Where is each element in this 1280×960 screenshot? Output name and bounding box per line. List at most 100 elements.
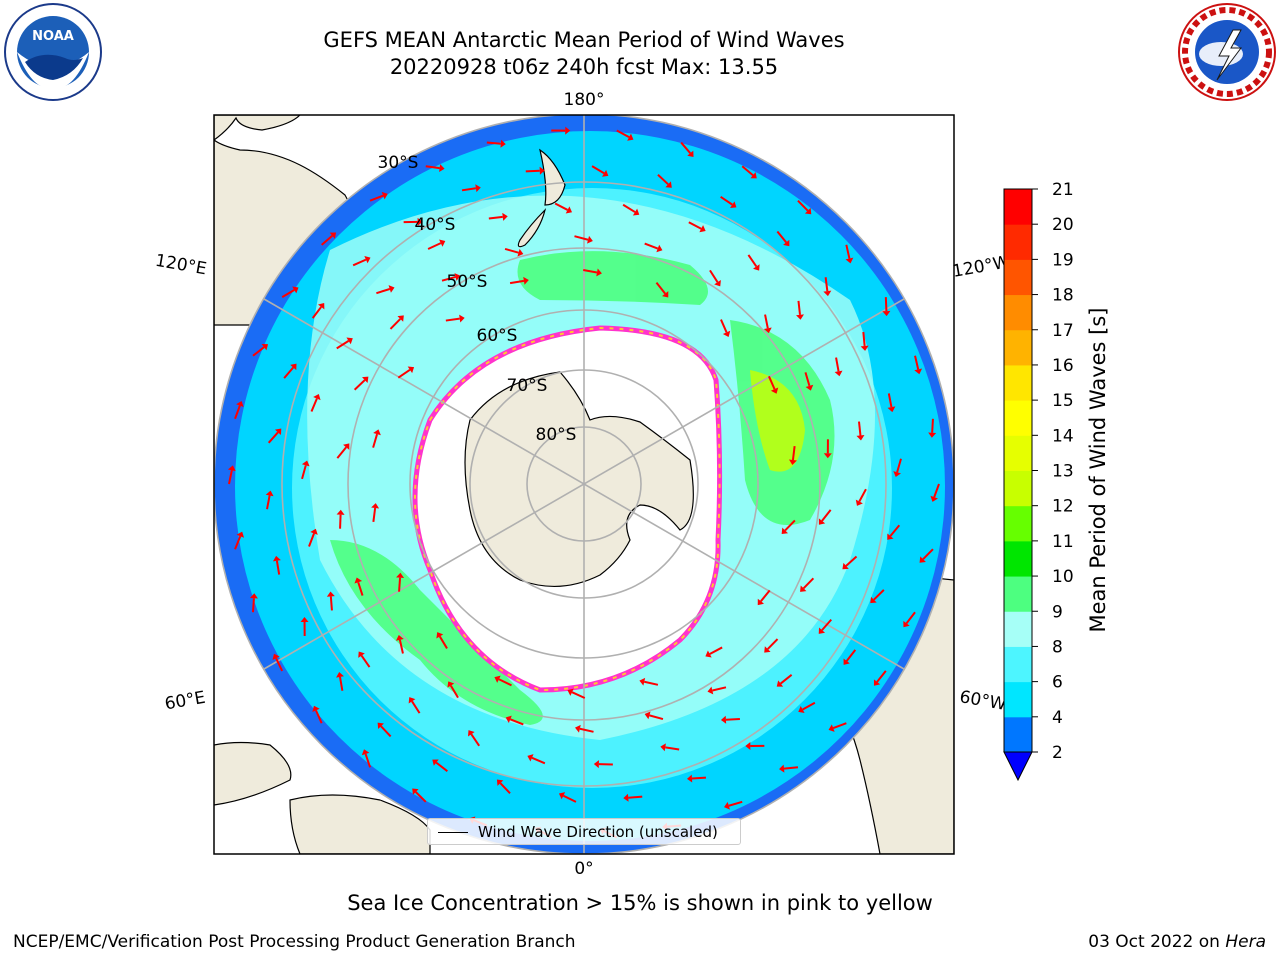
sea-ice-note: Sea Ice Concentration > 15% is shown in … <box>347 891 933 915</box>
colorbar-tick-label: 8 <box>1052 637 1063 657</box>
wind-arrow <box>369 191 388 202</box>
lat-label-80s: 80°S <box>536 425 577 445</box>
wind-arrow <box>757 589 771 606</box>
wind-arrow <box>468 730 481 747</box>
wind-arrow <box>583 268 602 277</box>
wind-arrow <box>361 749 372 768</box>
lat-label-30s: 30°S <box>378 153 419 173</box>
new-zealand <box>517 148 566 248</box>
colorbar: 2 4 6 8 9 10 11 12 13 14 15 16 17 18 19 20 21 <box>1003 180 1074 782</box>
wind-arrow <box>591 165 609 177</box>
wind-arrow <box>797 200 812 215</box>
lat-label-50s: 50°S <box>447 272 488 292</box>
wind-arrow <box>705 646 723 658</box>
wind-arrow <box>818 618 833 634</box>
footer-credit: NCEP/EMC/Verification Post Processing Pr… <box>13 932 576 952</box>
wind-arrow <box>336 337 353 350</box>
yellow-patch <box>750 370 805 472</box>
wind-arrow <box>272 555 281 575</box>
wind-arrow <box>776 674 793 687</box>
colorbar-tick-label: 9 <box>1052 602 1063 622</box>
colorbar-tick-label: 13 <box>1052 462 1074 482</box>
wind-arrow <box>657 173 672 188</box>
wind-arrow <box>267 428 282 444</box>
wind-arrow <box>680 141 694 157</box>
wind-arrow <box>776 230 790 247</box>
wind-arrow <box>887 524 901 540</box>
colorbar-bin <box>1004 540 1032 577</box>
colorbar-bin <box>1004 189 1032 225</box>
wind-arrow <box>249 593 258 613</box>
wind-arrow <box>312 705 323 724</box>
wind-arrow <box>639 677 659 686</box>
wind-arrow <box>372 429 381 448</box>
wind-arrow <box>574 724 594 733</box>
wind-arrow <box>567 688 586 699</box>
map-legend: Wind Wave Direction (unscaled) <box>427 818 741 845</box>
lon-label-120e: 120°E <box>154 251 208 280</box>
lon-label-60w: 60°W <box>958 687 1008 715</box>
wind-arrow <box>818 509 832 525</box>
wind-arrow <box>408 697 421 714</box>
wind-arrow <box>310 393 321 412</box>
lon-label-180: 180° <box>564 90 605 110</box>
wind-arrow <box>371 503 380 523</box>
wind-arrow <box>870 589 885 604</box>
wind-arrow <box>395 634 404 654</box>
noaa-logo: NOAA <box>4 3 102 101</box>
wind-arrow <box>660 743 680 752</box>
chart-subtitle: 20220928 t06z 240h fcst Max: 13.55 <box>389 55 779 79</box>
footer-date-text: 03 Oct 2022 on <box>1088 932 1220 952</box>
wind-arrow <box>724 800 743 810</box>
svg-text:NOAA: NOAA <box>32 29 74 44</box>
colorbar-tick-label: 14 <box>1052 426 1074 446</box>
wind-arrow <box>828 722 847 732</box>
wind-arrow <box>623 793 643 802</box>
wind-arrow <box>779 764 799 773</box>
wind-arrow <box>928 418 937 438</box>
wind-arrow <box>720 196 737 208</box>
nws-logo <box>1178 3 1276 101</box>
colorbar-title: Mean Period of Wind Waves [s] <box>1086 308 1110 633</box>
legend-line-swatch <box>438 832 468 833</box>
wind-arrow <box>903 611 916 628</box>
wind-arrow <box>747 254 760 271</box>
colorbar-tick-label: 11 <box>1052 532 1074 552</box>
colorbar-tick-label: 21 <box>1052 180 1074 200</box>
wind-arrow <box>873 670 887 686</box>
wind-arrow <box>486 139 506 148</box>
colorbar-bin <box>1004 400 1032 436</box>
wind-arrow <box>505 715 524 726</box>
wind-arrow <box>425 164 445 173</box>
lon-label-0: 0° <box>574 859 593 879</box>
wind-arrow <box>593 760 613 769</box>
colorbar-tick-label: 19 <box>1052 250 1074 270</box>
wind-arrow <box>707 686 727 695</box>
wind-arrow <box>301 460 310 480</box>
wind-arrow <box>796 300 804 320</box>
wind-arrow <box>397 366 415 379</box>
wind-arrow <box>860 331 869 351</box>
wind-arrow <box>574 235 593 244</box>
wind-arrow <box>688 221 706 233</box>
footer-host: Hera <box>1225 932 1266 952</box>
wind-arrow <box>798 701 816 713</box>
wind-arrow <box>893 458 902 478</box>
wind-arrow <box>504 247 524 257</box>
colorbar-bin <box>1004 435 1032 471</box>
wind-arrow <box>525 166 545 175</box>
wind-arrow <box>494 675 512 687</box>
chart-title: GEFS MEAN Antarctic Mean Period of Wind … <box>323 28 845 52</box>
colorbar-bin <box>1004 294 1032 331</box>
colorbar-bin <box>1004 505 1032 542</box>
wind-arrow <box>326 591 335 611</box>
map-frame <box>213 114 955 855</box>
wind-arrow <box>461 184 481 193</box>
wind-arrow <box>709 269 721 287</box>
wind-arrow <box>741 165 757 179</box>
wind-arrow <box>265 490 274 510</box>
colorbar-under-arrow <box>1003 751 1033 782</box>
wind-arrow <box>800 577 815 592</box>
wind-arrow <box>887 393 896 413</box>
